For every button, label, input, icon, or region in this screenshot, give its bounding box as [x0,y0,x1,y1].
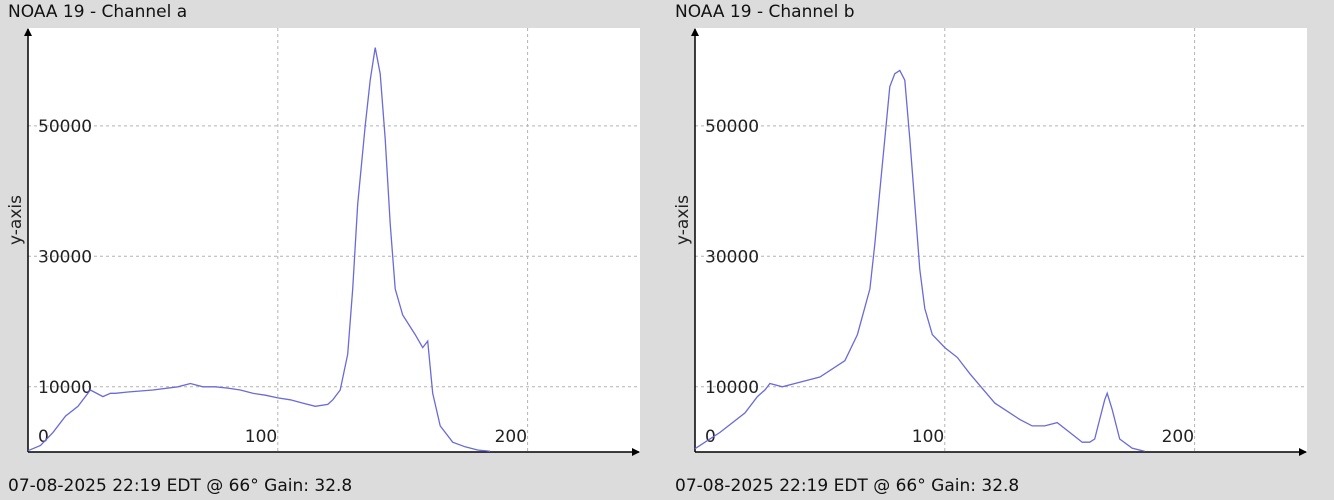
chart-footer-status: 07-08-2025 22:19 EDT @ 66° Gain: 32.8 [675,476,1020,496]
y-tick-label: 10000 [705,378,759,398]
y-axis-label: y-axis [673,195,693,245]
line-chart: 0 100 200 10000 30000 50000 y-axis [6,28,640,456]
x-tick-label: 0 [705,427,716,447]
y-tick-label: 30000 [38,247,92,267]
y-tick-label: 30000 [705,247,759,267]
y-axis-arrow-icon [24,28,32,36]
series-line [694,69,1145,452]
y-axis-arrow-icon [691,28,699,36]
chart-title: NOAA 19 - Channel b [675,2,855,22]
x-tick-label: 0 [38,427,49,447]
x-axis-arrow-icon [1299,448,1307,456]
y-axis-label: y-axis [6,195,26,245]
plot-area [28,28,640,452]
x-tick-label: 100 [245,427,277,447]
series-line [27,47,491,452]
chart-footer-status: 07-08-2025 22:19 EDT @ 66° Gain: 32.8 [8,476,353,496]
chart-panel-channel-b: NOAA 19 - Channel b 0 100 200 10000 30000 500… [667,0,1334,500]
x-tick-label: 100 [912,427,944,447]
chart-panel-channel-a: NOAA 19 - Channel a 0 100 200 10000 30000 500… [6,2,640,496]
y-tick-label: 50000 [705,117,759,137]
y-tick-label: 50000 [38,117,92,137]
y-tick-label: 10000 [38,378,92,398]
x-axis-arrow-icon [632,448,640,456]
plot-area [695,28,1307,452]
chart-title: NOAA 19 - Channel a [8,2,188,22]
x-tick-label: 200 [495,427,527,447]
x-tick-label: 200 [1162,427,1194,447]
line-chart: 0 100 200 10000 30000 50000 y-axis [673,28,1307,456]
